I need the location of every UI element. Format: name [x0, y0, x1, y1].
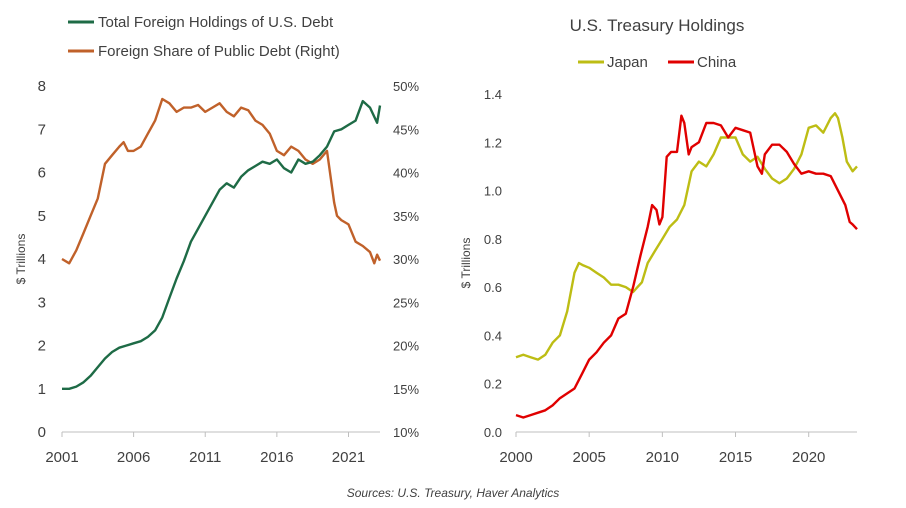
right-y-tick-label: 0.2: [484, 377, 502, 392]
left-x-tick-label: 2016: [260, 449, 293, 466]
left-y-tick-label: 0: [38, 424, 46, 441]
left-x-tick-label: 2006: [117, 449, 150, 466]
left-x-tick-label: 2001: [45, 449, 78, 466]
right-legend-label: Japan: [607, 54, 648, 71]
left-legend-label: Foreign Share of Public Debt (Right): [98, 43, 340, 60]
right-y-axis-label: $ Trillions: [459, 238, 473, 289]
left-y-tick-label: 6: [38, 165, 46, 182]
left-y2-tick-label: 45%: [393, 122, 419, 137]
right-chart-title: U.S. Treasury Holdings: [570, 16, 745, 35]
right-y-tick-label: 1.0: [484, 184, 502, 199]
right-x-tick-label: 2020: [792, 449, 825, 466]
right-x-tick-label: 2015: [719, 449, 752, 466]
left-x-tick-label: 2021: [332, 449, 365, 466]
charts-canvas: 2001 2006 2011 2016 2021 0 1 2 3 4 5 6 7 8 10% 15% 20% 25…: [14, 14, 858, 466]
foreign-share-line: [61, 97, 382, 265]
left-y2-tick-label: 15%: [393, 382, 419, 397]
right-x-tick-label: 2000: [499, 449, 532, 466]
left-y2-tick-label: 25%: [393, 295, 419, 310]
left-y-tick-label: 5: [38, 208, 46, 225]
source-note: Sources: U.S. Treasury, Haver Analytics: [346, 486, 560, 500]
left-y-tick-label: 3: [38, 294, 46, 311]
china-line: [515, 114, 858, 419]
right-y-tick-label: 1.4: [484, 87, 502, 102]
left-chart: 2001 2006 2011 2016 2021 0 1 2 3 4 5 6 7 8 10% 15% 20% 25…: [14, 14, 419, 466]
left-y2-tick-label: 30%: [393, 252, 419, 267]
left-y-tick-label: 7: [38, 121, 46, 138]
left-y2-tick-label: 35%: [393, 209, 419, 224]
left-y-tick-label: 4: [38, 251, 46, 268]
right-y-tick-label: 0.8: [484, 232, 502, 247]
left-y-tick-label: 1: [38, 381, 46, 398]
right-x-tick-label: 2010: [646, 449, 679, 466]
right-x-tick-label: 2005: [572, 449, 605, 466]
left-x-tick-label: 2011: [189, 449, 221, 466]
left-y2-tick-label: 40%: [393, 166, 419, 181]
right-y-tick-label: 1.2: [484, 135, 502, 150]
left-y2-tick-label: 20%: [393, 339, 419, 354]
japan-line: [515, 112, 858, 361]
right-y-tick-label: 0.0: [484, 425, 502, 440]
right-y-tick-label: 0.4: [484, 328, 502, 343]
right-legend-label: China: [697, 54, 737, 71]
left-y-tick-label: 8: [38, 78, 46, 95]
left-y-axis-label: $ Trillions: [14, 234, 28, 285]
left-y2-tick-label: 10%: [393, 425, 419, 440]
right-y-tick-label: 0.6: [484, 280, 502, 295]
left-y-tick-label: 2: [38, 338, 46, 355]
left-legend-label: Total Foreign Holdings of U.S. Debt: [98, 14, 334, 31]
right-chart: U.S. Treasury Holdings 2000 2005 2010 2015 20…: [459, 16, 858, 466]
left-y2-tick-label: 50%: [393, 79, 419, 94]
total-foreign-holdings-line: [62, 99, 382, 390]
